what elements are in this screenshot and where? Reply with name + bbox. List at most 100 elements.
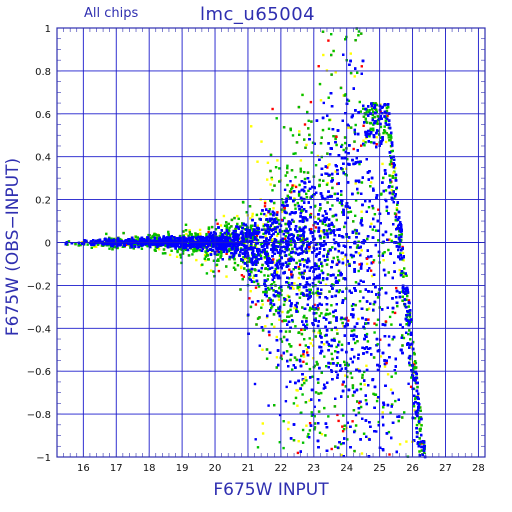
- data-point: [408, 363, 411, 367]
- data-point: [352, 409, 356, 412]
- data-point: [228, 257, 231, 261]
- data-point: [343, 94, 346, 97]
- data-point: [233, 258, 236, 261]
- data-point: [304, 344, 307, 347]
- data-point: [390, 157, 393, 161]
- data-point: [408, 318, 411, 321]
- data-point: [308, 309, 311, 312]
- data-point: [290, 169, 294, 172]
- data-point: [305, 196, 309, 199]
- data-point: [298, 183, 301, 187]
- data-point: [324, 223, 327, 227]
- data-point: [391, 192, 395, 196]
- data-point: [66, 243, 69, 246]
- data-point: [387, 133, 390, 137]
- data-point: [330, 33, 333, 36]
- data-point: [247, 256, 251, 260]
- data-point: [258, 316, 261, 319]
- data-point: [313, 364, 316, 367]
- data-point: [384, 116, 387, 120]
- data-point: [390, 165, 393, 168]
- data-point: [107, 244, 110, 247]
- data-point: [344, 297, 347, 300]
- data-point: [299, 273, 302, 276]
- data-point: [302, 236, 305, 239]
- data-point: [401, 334, 404, 337]
- data-point: [353, 75, 356, 78]
- data-point: [217, 269, 221, 273]
- data-point: [225, 221, 228, 224]
- data-point: [409, 338, 412, 341]
- data-point: [181, 252, 185, 255]
- data-point: [389, 160, 393, 163]
- data-point: [298, 133, 301, 136]
- data-point: [364, 117, 367, 120]
- data-point: [306, 110, 309, 114]
- data-point: [316, 243, 319, 246]
- data-point: [375, 110, 378, 113]
- data-point: [219, 256, 222, 259]
- data-point: [407, 299, 411, 302]
- data-point: [284, 222, 287, 226]
- data-point: [373, 213, 377, 216]
- data-point: [245, 237, 248, 240]
- data-point: [176, 250, 179, 254]
- data-point: [321, 128, 325, 132]
- data-point: [302, 360, 305, 363]
- data-point: [387, 430, 391, 434]
- data-point: [118, 237, 121, 241]
- data-point: [157, 234, 160, 237]
- data-point: [327, 249, 330, 253]
- data-point: [316, 290, 319, 293]
- data-point: [405, 323, 408, 326]
- data-point: [105, 232, 108, 236]
- data-point: [79, 243, 82, 247]
- data-point: [277, 219, 280, 222]
- data-point: [336, 362, 339, 365]
- data-point: [364, 136, 368, 140]
- data-point: [318, 329, 321, 332]
- data-point: [305, 424, 308, 427]
- data-point: [282, 126, 286, 129]
- data-point: [125, 243, 128, 247]
- data-point: [391, 310, 394, 314]
- data-point: [367, 134, 370, 137]
- data-point: [401, 344, 404, 347]
- data-point: [304, 376, 307, 379]
- data-point: [303, 381, 306, 385]
- data-point: [219, 251, 222, 254]
- data-point: [299, 159, 303, 162]
- data-point: [267, 229, 270, 232]
- data-point: [372, 129, 375, 132]
- data-point: [282, 335, 286, 339]
- data-point: [332, 49, 335, 53]
- data-point: [273, 184, 276, 187]
- data-point: [153, 233, 156, 237]
- data-point: [409, 346, 412, 349]
- data-point: [260, 212, 263, 216]
- data-point: [331, 357, 334, 361]
- data-point: [418, 437, 421, 440]
- data-point: [305, 192, 308, 196]
- data-point: [207, 227, 211, 231]
- data-point: [194, 232, 197, 235]
- data-point: [405, 298, 408, 301]
- data-point: [346, 157, 349, 161]
- data-point: [260, 306, 263, 309]
- data-point: [336, 413, 339, 417]
- data-point: [280, 340, 284, 343]
- data-point: [184, 229, 188, 232]
- data-point: [232, 266, 236, 269]
- data-point: [330, 73, 333, 76]
- data-point: [362, 115, 366, 118]
- data-point: [398, 443, 402, 446]
- data-point: [298, 229, 301, 233]
- data-point: [372, 127, 375, 130]
- data-point: [287, 315, 291, 318]
- data-point: [309, 306, 312, 310]
- data-point: [278, 318, 281, 321]
- data-point: [354, 341, 357, 345]
- data-point: [275, 309, 278, 313]
- data-point: [293, 203, 297, 207]
- data-point: [307, 189, 310, 192]
